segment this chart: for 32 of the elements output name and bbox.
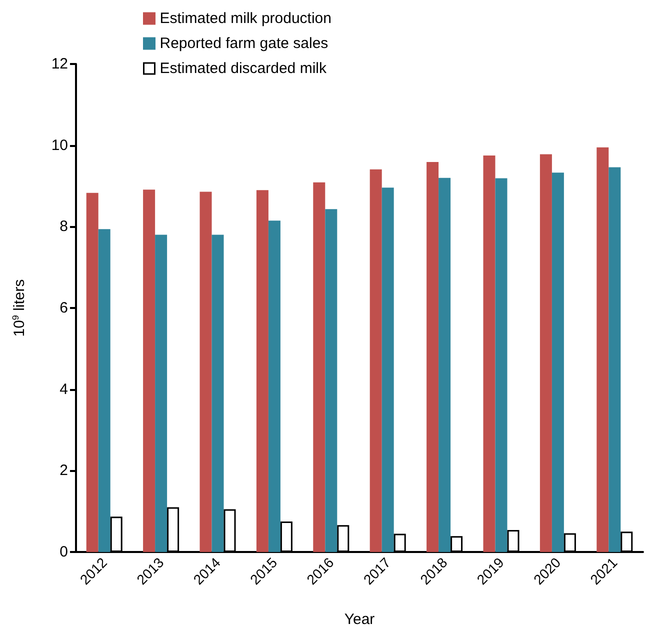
bar — [608, 167, 621, 552]
bar — [98, 229, 110, 552]
y-tick-label: 10 — [51, 136, 68, 154]
bar — [438, 178, 451, 552]
legend-label: Reported farm gate sales — [160, 35, 328, 52]
bar — [256, 190, 268, 552]
bar — [143, 190, 156, 552]
bar — [426, 162, 439, 552]
y-tick-label: 2 — [60, 462, 68, 480]
legend-label: Estimated discarded milk — [160, 60, 327, 77]
bar — [212, 234, 224, 552]
bar — [483, 156, 496, 552]
bar — [155, 234, 168, 552]
y-axis-title: 109 liters — [10, 279, 28, 337]
legend-label: Estimated milk production — [160, 10, 332, 27]
x-axis-title: Year — [344, 611, 375, 628]
bar — [540, 154, 552, 552]
bar — [370, 169, 382, 552]
bar — [382, 188, 394, 552]
bar — [268, 220, 280, 552]
bar — [495, 178, 508, 552]
y-tick-label: 4 — [60, 380, 68, 398]
bar — [552, 172, 564, 552]
y-tick-label: 0 — [60, 544, 68, 560]
bar — [325, 209, 338, 552]
bar — [596, 147, 609, 552]
y-tick-label: 8 — [60, 218, 68, 236]
y-tick-label: 12 — [51, 56, 68, 72]
bar — [313, 182, 326, 552]
bar — [86, 192, 98, 552]
bar — [200, 192, 212, 552]
y-tick-label: 6 — [60, 300, 68, 316]
